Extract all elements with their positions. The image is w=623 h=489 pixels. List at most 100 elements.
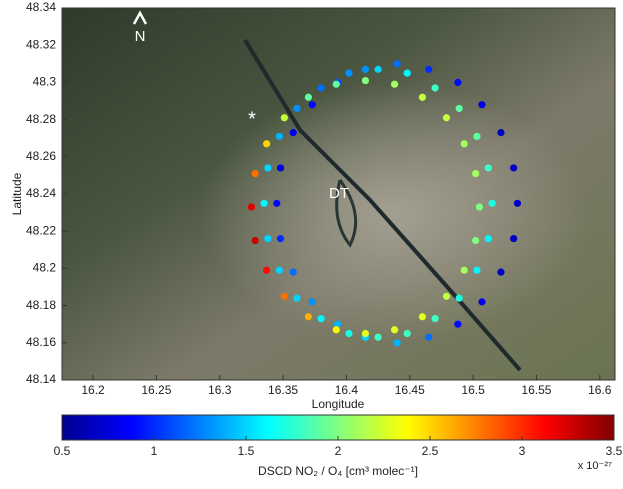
data-point <box>362 77 369 84</box>
x-tick-label: 16.5 <box>461 383 485 397</box>
data-point <box>478 298 485 305</box>
data-point <box>419 94 426 101</box>
data-point <box>252 237 259 244</box>
data-point <box>345 330 352 337</box>
y-tick-label: 48.18 <box>26 298 56 312</box>
x-tick-label: 16.45 <box>395 383 425 397</box>
data-point <box>263 267 270 274</box>
colorbar-tick-label: 1 <box>151 444 158 458</box>
colorbar-label: DSCD NO₂ / O₄ [cm³ molec⁻¹] <box>258 464 418 478</box>
data-point <box>276 133 283 140</box>
data-point <box>485 235 492 242</box>
data-point <box>277 164 284 171</box>
data-point <box>345 70 352 77</box>
data-point <box>443 293 450 300</box>
data-point <box>419 313 426 320</box>
data-point <box>362 66 369 73</box>
y-tick-label: 48.26 <box>26 149 56 163</box>
x-tick-label: 16.2 <box>81 383 105 397</box>
data-point <box>456 105 463 112</box>
data-point <box>293 105 300 112</box>
colorbar-tick-label: 2 <box>335 444 342 458</box>
y-tick-label: 48.34 <box>26 0 56 14</box>
data-point <box>273 200 280 207</box>
data-point <box>404 70 411 77</box>
data-point <box>293 295 300 302</box>
data-point <box>281 293 288 300</box>
data-point <box>263 140 270 147</box>
data-point <box>264 235 271 242</box>
colorbar-tick-label: 1.5 <box>238 444 255 458</box>
data-point <box>333 326 340 333</box>
data-point <box>317 84 324 91</box>
y-tick-label: 48.14 <box>26 372 56 386</box>
data-point <box>252 170 259 177</box>
data-point <box>497 129 504 136</box>
y-tick-label: 48.28 <box>26 112 56 126</box>
data-point <box>374 66 381 73</box>
y-tick-label: 48.16 <box>26 335 56 349</box>
data-point <box>305 313 312 320</box>
y-tick-label: 48.32 <box>26 37 56 51</box>
map-marker: * <box>248 108 256 130</box>
data-point <box>362 330 369 337</box>
data-point <box>309 101 316 108</box>
colorbar-tick-label: 2.5 <box>422 444 439 458</box>
y-tick-label: 48.3 <box>33 75 57 89</box>
data-point <box>277 235 284 242</box>
colorbar-tick-label: 3.5 <box>606 444 623 458</box>
data-point <box>391 81 398 88</box>
data-point <box>489 200 496 207</box>
y-tick-label: 48.24 <box>26 186 56 200</box>
data-point <box>485 164 492 171</box>
data-point <box>454 321 461 328</box>
chart: Longitude Latitude N DT * DSCD NO₂ / O₄ … <box>0 0 623 484</box>
data-point <box>473 267 480 274</box>
north-label: N <box>135 28 146 45</box>
colorbar-tick-label: 0.5 <box>54 444 71 458</box>
data-point <box>393 339 400 346</box>
data-point <box>393 60 400 67</box>
data-point <box>456 295 463 302</box>
data-point <box>309 298 316 305</box>
data-point <box>248 203 255 210</box>
x-tick-label: 16.6 <box>588 383 612 397</box>
data-point <box>260 200 267 207</box>
data-point <box>478 101 485 108</box>
data-point <box>290 269 297 276</box>
data-point <box>473 133 480 140</box>
data-point <box>391 326 398 333</box>
data-point <box>443 114 450 121</box>
colorbar-tick-label: 3 <box>519 444 526 458</box>
data-point <box>374 334 381 341</box>
data-point <box>476 203 483 210</box>
x-axis-label: Longitude <box>312 397 365 411</box>
data-point <box>432 84 439 91</box>
data-point <box>472 170 479 177</box>
data-point <box>333 81 340 88</box>
y-tick-label: 48.2 <box>33 261 57 275</box>
data-point <box>497 269 504 276</box>
data-point <box>432 315 439 322</box>
map-label: DT <box>329 185 349 202</box>
data-point <box>425 334 432 341</box>
data-point <box>264 164 271 171</box>
data-point <box>281 114 288 121</box>
data-point <box>454 79 461 86</box>
data-point <box>510 164 517 171</box>
x-tick-label: 16.55 <box>521 383 551 397</box>
x-tick-label: 16.4 <box>335 383 359 397</box>
data-point <box>461 140 468 147</box>
y-axis-label: Latitude <box>10 172 24 215</box>
data-point <box>276 267 283 274</box>
x-tick-label: 16.3 <box>208 383 232 397</box>
data-point <box>514 200 521 207</box>
data-point <box>290 129 297 136</box>
data-point <box>472 237 479 244</box>
x-tick-label: 16.25 <box>141 383 171 397</box>
data-point <box>317 315 324 322</box>
colorbar-exponent: x 10⁻²⁷ <box>578 460 612 472</box>
y-tick-label: 48.22 <box>26 223 56 237</box>
data-point <box>510 235 517 242</box>
data-point <box>404 330 411 337</box>
